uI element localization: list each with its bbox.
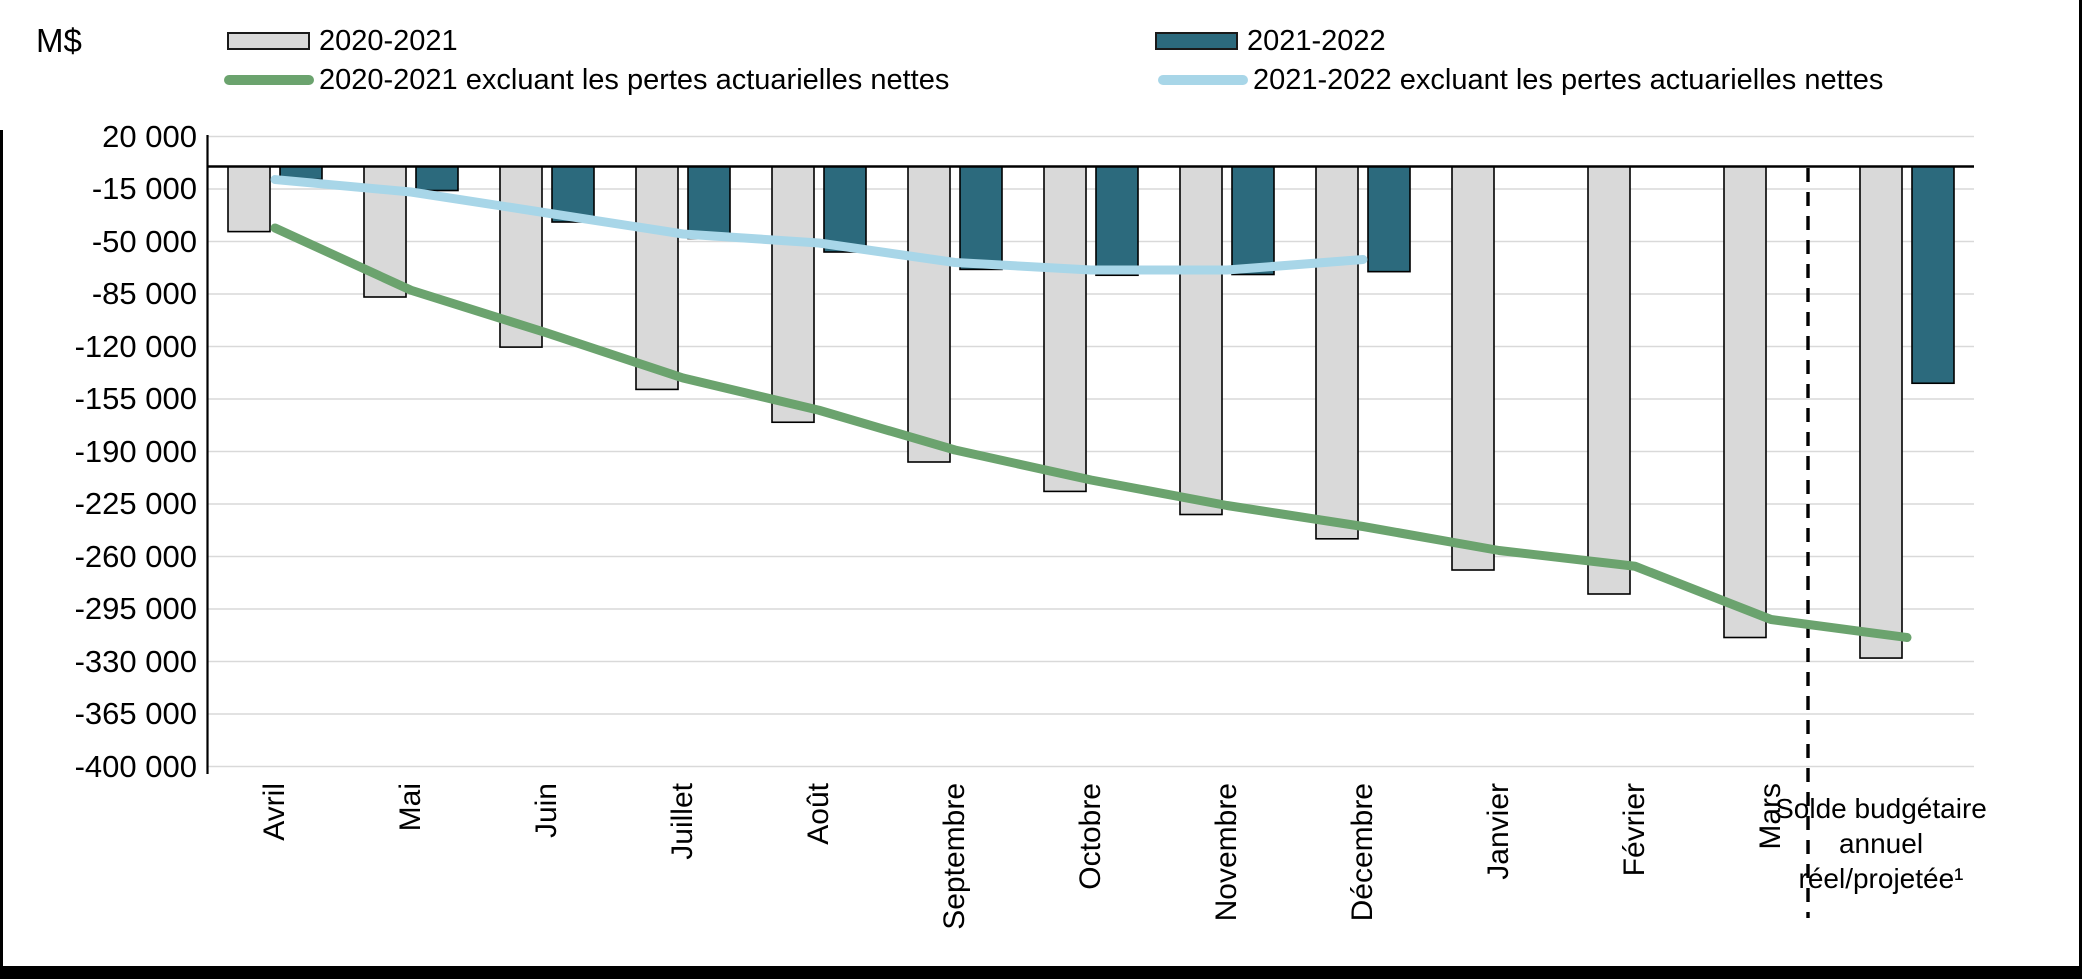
bar-2020-2021-Juillet xyxy=(635,165,679,391)
bar-2021-2022-Décembre xyxy=(1367,165,1411,273)
legend-swatch-bar-2021-2022 xyxy=(1155,32,1238,50)
legend-label-2021-2022-excl: 2021-2022 excluant les pertes actuariell… xyxy=(1253,64,1884,96)
legend-swatch-line-2021-2022-excl xyxy=(1158,75,1248,85)
y-tick-label: -15 000 xyxy=(91,171,197,206)
y-tick-label: -330 000 xyxy=(74,643,197,679)
x-label-Juin: Juin xyxy=(530,783,563,839)
y-tick-label: -225 000 xyxy=(74,486,197,521)
x-label-Septembre: Septembre xyxy=(938,783,971,930)
bar-2020-2021-Janvier xyxy=(1451,165,1495,571)
legend-label-2021-2022: 2021-2022 xyxy=(1247,25,1386,57)
bar-2020-2021-Avril xyxy=(227,165,271,233)
bar-2020-2021-Décembre xyxy=(1315,165,1359,540)
x-label-Août: Août xyxy=(802,783,835,845)
bar-2021-2022-Mai xyxy=(415,165,459,192)
bar-2020-2021-Octobre xyxy=(1043,165,1087,493)
bar-2020-2021-Septembre xyxy=(907,165,951,463)
bar-2021-2022-Octobre xyxy=(1095,165,1139,277)
y-tick-label: -50 000 xyxy=(91,223,197,259)
bar-2020-2021-Mars xyxy=(1723,165,1767,639)
bar-2021-2022-Septembre xyxy=(959,165,1003,271)
x-label-Février: Février xyxy=(1618,783,1651,877)
x-label-solde-budgetaire: Solde budgétaire annuel réel/projetée¹ xyxy=(1775,793,1987,894)
y-tick-label: -400 000 xyxy=(74,748,197,784)
y-tick-label: -85 000 xyxy=(91,276,197,311)
legend-label-2020-2021-excl: 2020-2021 excluant les pertes actuariell… xyxy=(319,64,950,96)
x-label-Mai: Mai xyxy=(394,783,427,832)
bar-2021-2022-Novembre xyxy=(1231,165,1275,276)
line-2020-2021-excluant-les-pertes-actuarielles-nettes xyxy=(270,223,1912,642)
x-label-Décembre: Décembre xyxy=(1346,783,1379,922)
y-tick-label: -120 000 xyxy=(74,328,197,364)
frame-left-border xyxy=(0,130,3,979)
y-axis-unit-label: M$ xyxy=(36,22,82,59)
bar-2021-2022-Juillet xyxy=(687,165,731,240)
frame-right-border xyxy=(2079,0,2082,979)
y-tick-label: -190 000 xyxy=(74,433,197,469)
x-label-Avril: Avril xyxy=(258,783,291,841)
y-tick-label: -155 000 xyxy=(74,381,197,416)
y-tick-label: -260 000 xyxy=(74,538,197,574)
frame-bottom-border xyxy=(0,966,2082,979)
line-2021-2022-excluant-les-pertes-actuarielles-nettes xyxy=(270,175,1368,275)
legend-label-2020-2021: 2020-2021 xyxy=(319,25,458,57)
bar-2020-2021-Février xyxy=(1587,165,1631,595)
x-label-Novembre: Novembre xyxy=(1210,783,1243,922)
y-tick-label: 20 000 xyxy=(102,118,197,154)
bar-2020-2021-Novembre xyxy=(1179,165,1223,516)
legend-swatch-bar-2020-2021 xyxy=(227,32,310,50)
bar-2021-2022-Août xyxy=(823,165,867,253)
bar-2020-2021-Août xyxy=(771,165,815,424)
y-tick-label: -295 000 xyxy=(74,591,197,626)
x-label-Janvier: Janvier xyxy=(1482,783,1515,880)
x-label-Octobre: Octobre xyxy=(1074,783,1107,890)
legend-swatch-line-2020-2021-excl xyxy=(224,75,314,85)
y-tick-label: -365 000 xyxy=(74,696,197,731)
bar-2021-2022-Solde xyxy=(1911,165,1955,385)
x-label-Juillet: Juillet xyxy=(666,783,699,860)
bar-2020-2021-Solde xyxy=(1859,165,1903,659)
